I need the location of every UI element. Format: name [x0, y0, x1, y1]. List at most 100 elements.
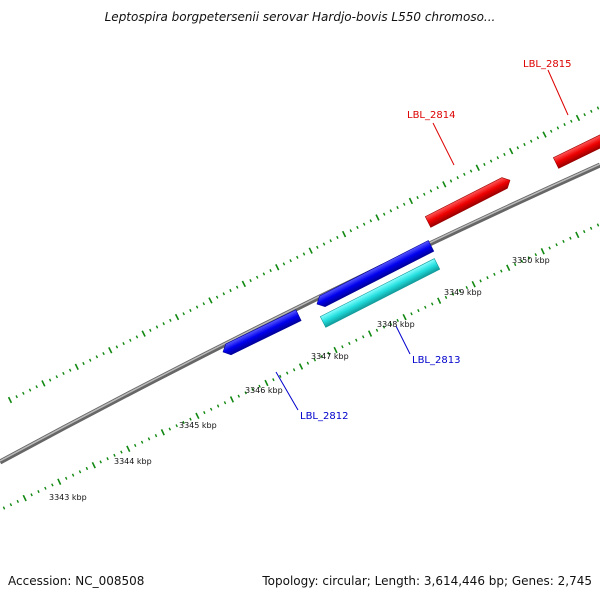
major-tick [333, 346, 338, 354]
gene-label-LBL_2814[interactable]: LBL_2814 [407, 110, 455, 121]
minor-tick [30, 493, 33, 497]
major-tick [91, 461, 96, 469]
minor-tick [341, 345, 344, 349]
minor-tick [129, 338, 132, 342]
minor-tick [22, 391, 25, 395]
minor-tick [479, 279, 482, 283]
gene-LBL_2815[interactable] [552, 130, 600, 169]
minor-tick [483, 162, 486, 167]
minor-tick [244, 391, 247, 395]
minor-tick [436, 186, 439, 190]
minor-tick [133, 443, 137, 448]
minor-tick [534, 253, 538, 257]
minor-tick [222, 292, 226, 296]
minor-tick [327, 351, 330, 355]
major-tick [264, 379, 269, 387]
minor-tick [548, 246, 551, 250]
minor-tick [289, 259, 292, 263]
major-tick [575, 114, 581, 122]
minor-tick [486, 276, 489, 280]
minor-tick [269, 268, 272, 273]
minor-tick [51, 483, 54, 487]
minor-tick [389, 209, 393, 213]
minor-tick [237, 394, 241, 398]
minor-tick [569, 236, 572, 240]
gene-LBL_2814[interactable] [424, 175, 512, 228]
minor-tick [417, 308, 420, 313]
gene-LBL_2812[interactable] [220, 309, 302, 358]
minor-tick [529, 139, 533, 143]
minor-tick [88, 358, 92, 362]
minor-tick [583, 113, 586, 117]
minor-tick [15, 395, 18, 399]
major-tick [367, 330, 373, 337]
minor-tick [122, 341, 125, 346]
minor-tick [120, 450, 123, 454]
accession-text: Accession: NC_008508 [8, 574, 145, 588]
minor-tick [175, 424, 178, 428]
minor-tick [596, 106, 600, 110]
major-tick [308, 247, 313, 254]
minor-tick [99, 460, 102, 464]
scale-label: 3343 kbp [49, 493, 87, 502]
minor-tick [216, 404, 220, 408]
minor-tick [590, 109, 593, 113]
leader-LBL_2814 [432, 122, 455, 166]
minor-tick [235, 285, 239, 289]
minor-tick [402, 202, 406, 206]
minor-tick [423, 192, 426, 196]
minor-tick [449, 179, 453, 183]
minor-tick [251, 387, 254, 392]
major-tick [195, 412, 200, 420]
gene-LBL_2813[interactable] [314, 240, 435, 310]
scale-label: 3350 kbp [512, 256, 550, 265]
gene-LBL_2813-cds[interactable] [319, 258, 441, 328]
minor-tick [336, 235, 339, 240]
major-tick [74, 363, 79, 371]
major-tick [375, 214, 380, 221]
major-tick [160, 429, 165, 436]
minor-tick [262, 272, 266, 276]
major-tick [437, 297, 442, 304]
minor-tick [149, 328, 152, 332]
minor-tick [458, 289, 462, 293]
major-tick [402, 313, 407, 321]
minor-tick [356, 225, 359, 230]
minor-tick [369, 219, 373, 223]
minor-tick [195, 305, 199, 309]
minor-tick [16, 499, 20, 504]
chromosome-backbone-highlight [0, 163, 600, 462]
minor-tick [444, 295, 448, 299]
minor-tick [430, 302, 434, 306]
minor-tick [362, 222, 366, 226]
outer-tick-ring [7, 106, 600, 404]
minor-tick [320, 355, 323, 359]
gene-label-LBL_2813[interactable]: LBL_2813 [412, 355, 460, 366]
minor-tick [115, 345, 119, 349]
minor-tick [496, 156, 500, 160]
gene-label-LBL_2812[interactable]: LBL_2812 [300, 411, 348, 422]
minor-tick [37, 489, 40, 494]
minor-tick [135, 335, 139, 339]
minor-tick [302, 252, 306, 256]
minor-tick [516, 146, 520, 150]
minor-tick [64, 476, 68, 480]
leader-LBL_2815 [547, 69, 569, 116]
minor-tick [596, 223, 600, 227]
minor-tick [209, 407, 213, 411]
minor-tick [556, 126, 560, 130]
minor-tick [562, 239, 565, 244]
scale-label: 3347 kbp [311, 352, 349, 361]
minor-tick [463, 172, 466, 176]
gene-label-LBL_2815[interactable]: LBL_2815 [523, 59, 571, 70]
minor-tick [113, 453, 116, 457]
major-tick [408, 197, 414, 205]
map-title: Leptospira borgpetersenii serovar Hardjo… [104, 10, 496, 24]
minor-tick [255, 275, 259, 279]
major-tick [442, 181, 447, 188]
minor-tick [493, 272, 496, 276]
minor-tick [520, 259, 524, 263]
major-tick [7, 396, 13, 404]
minor-tick [429, 189, 433, 193]
